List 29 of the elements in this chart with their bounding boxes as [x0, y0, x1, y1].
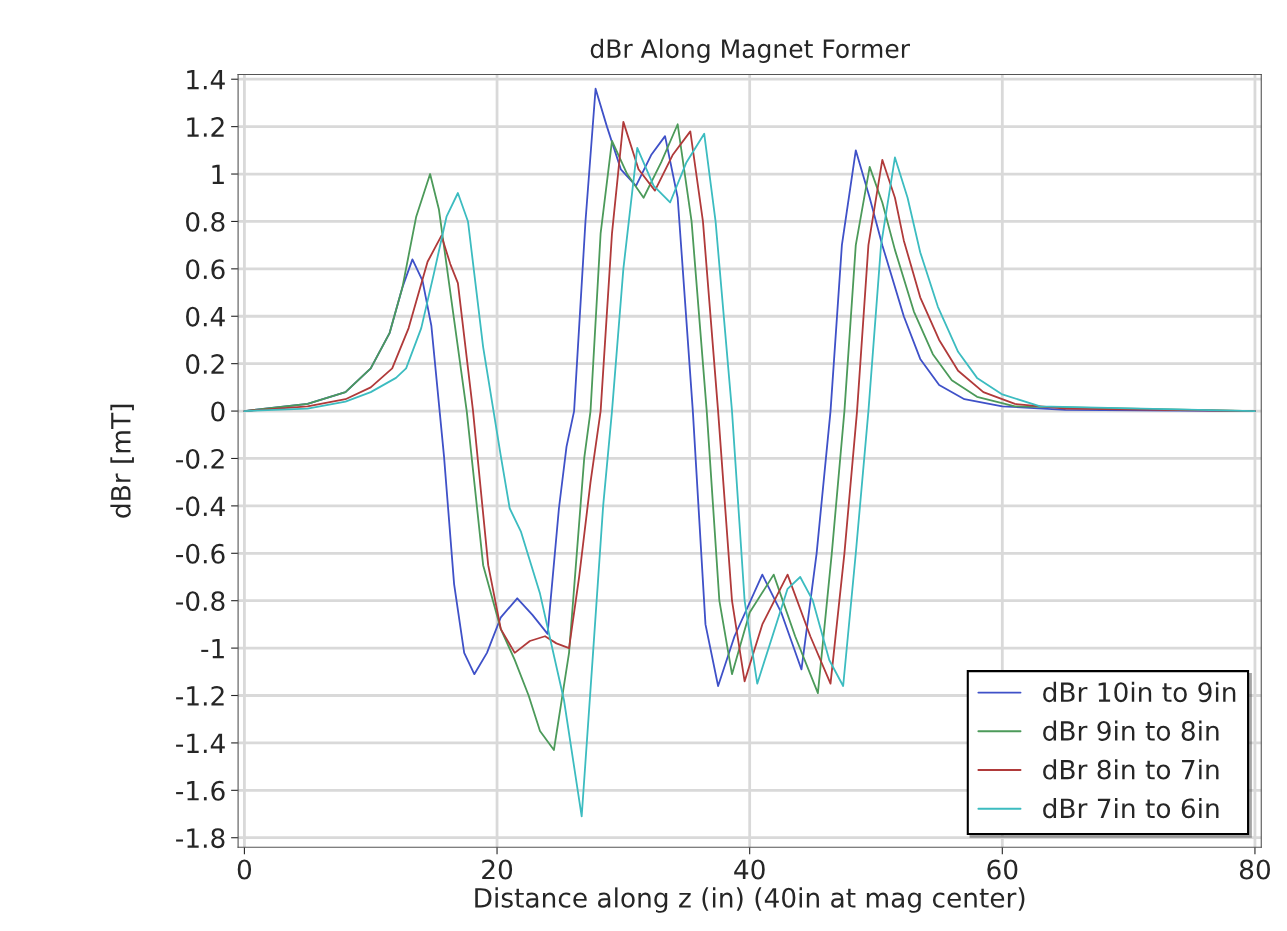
chart-title: dBr Along Magnet Former: [590, 38, 910, 64]
x-tick-label: 80: [1239, 859, 1270, 880]
legend-label: dBr 9in to 8in: [1043, 720, 1219, 741]
y-tick-label: -0.8: [176, 591, 225, 612]
y-tick-label: 1.2: [187, 117, 224, 137]
y-tick-label: 0.6: [186, 259, 225, 280]
y-tick-label: 0: [211, 401, 225, 422]
legend-label: dBr 7in to 6in: [1043, 797, 1219, 819]
x-axis-title: Distance along z (in) (40in at mag center): [475, 887, 1025, 913]
x-tick-label: 40: [734, 859, 765, 880]
y-tick-label: 0.8: [186, 211, 225, 232]
y-tick-label: -1.8: [176, 828, 225, 849]
legend-label: dBr 8in to 7in: [1043, 759, 1219, 780]
legend-label: dBr 10in to 9in: [1043, 681, 1236, 703]
y-tick-label: -0.2: [176, 448, 224, 469]
y-tick-label: -1: [201, 638, 224, 659]
y-tick-label: 1.4: [187, 70, 225, 90]
x-tick-label: 60: [987, 859, 1018, 880]
y-tick-label: 0.4: [186, 306, 225, 327]
y-tick-label: -1.4: [176, 733, 225, 753]
y-tick-label: -0.6: [176, 543, 225, 564]
y-tick-label: 1: [212, 164, 224, 185]
y-axis-title: dBr [mT]: [110, 404, 134, 518]
y-tick-label: -1.2: [176, 685, 224, 706]
y-tick-label: -1.6: [176, 780, 225, 801]
y-tick-label: 0.2: [186, 354, 224, 375]
y-tick-label: -0.4: [176, 496, 225, 517]
x-tick-label: 0: [237, 859, 252, 880]
x-tick-label: 20: [482, 859, 513, 880]
